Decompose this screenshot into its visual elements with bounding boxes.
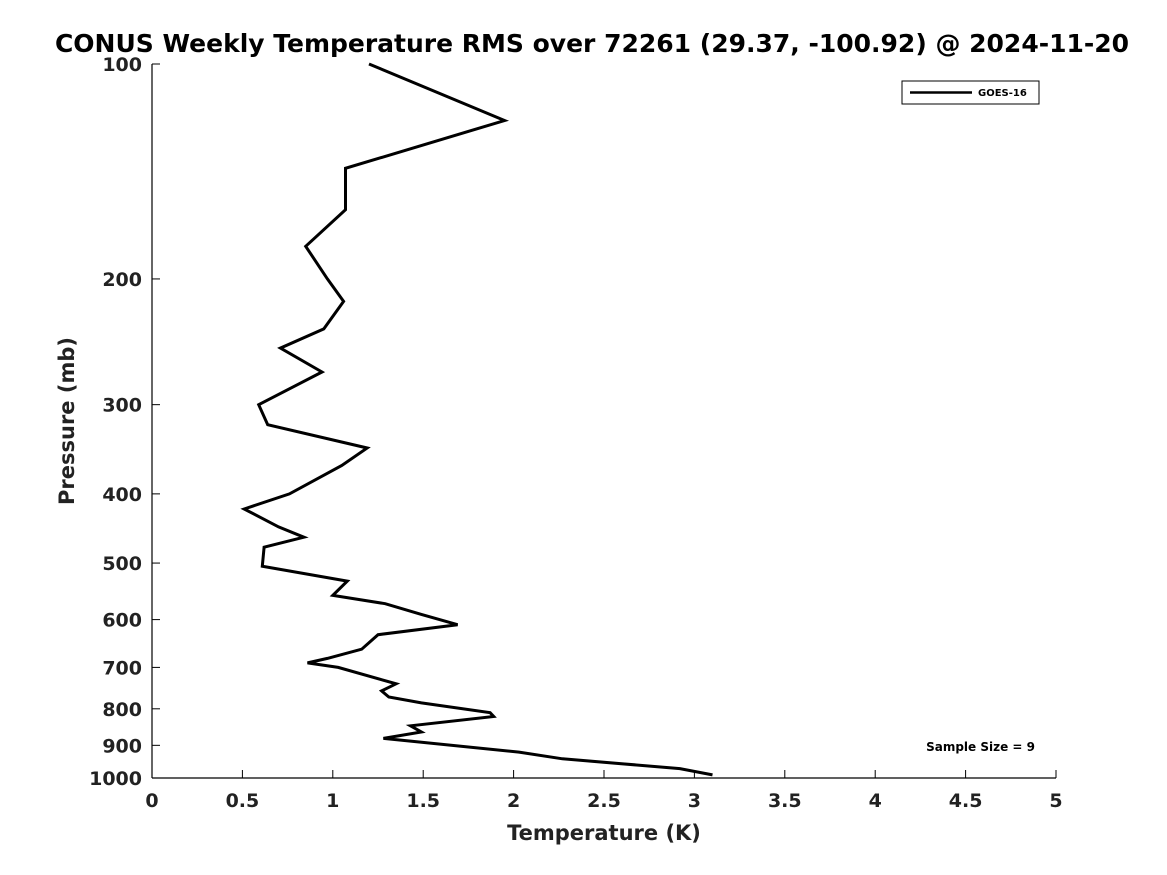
x-tick-label: 0 bbox=[145, 790, 158, 812]
x-tick-label: 1 bbox=[326, 790, 339, 812]
x-axis-ticks: 0 0.5 1 1.5 2 2.5 3 3.5 4 4.5 5 bbox=[145, 770, 1063, 812]
x-tick-label: 1.5 bbox=[406, 790, 440, 812]
y-tick-label: 700 bbox=[102, 657, 142, 679]
sample-size-annotation: Sample Size = 9 bbox=[926, 740, 1035, 754]
legend-label-goes-16: GOES-16 bbox=[978, 88, 1027, 99]
y-tick-label: 500 bbox=[102, 553, 142, 575]
x-tick-label: 3 bbox=[688, 790, 701, 812]
y-tick-label: 400 bbox=[102, 484, 142, 506]
x-tick-label: 4 bbox=[869, 790, 882, 812]
y-axis-ticks: 100 200 300 400 500 600 700 800 900 1000 bbox=[89, 54, 160, 790]
legend: GOES-16 bbox=[901, 80, 1040, 105]
x-tick-label: 3.5 bbox=[768, 790, 802, 812]
x-tick-label: 2.5 bbox=[587, 790, 621, 812]
y-tick-label: 900 bbox=[102, 735, 142, 757]
series-line-goes-16 bbox=[240, 62, 713, 777]
y-tick-label: 600 bbox=[102, 610, 142, 632]
x-tick-label: 5 bbox=[1049, 790, 1062, 812]
y-tick-label: 1000 bbox=[89, 768, 142, 790]
y-tick-label: 300 bbox=[102, 395, 142, 417]
x-tick-label: 4.5 bbox=[949, 790, 983, 812]
y-tick-label: 800 bbox=[102, 699, 142, 721]
y-tick-label: 100 bbox=[102, 54, 142, 76]
chart-title: CONUS Weekly Temperature RMS over 72261 … bbox=[55, 29, 1129, 58]
x-axis-label: Temperature (K) bbox=[507, 821, 701, 845]
y-axis-label: Pressure (mb) bbox=[55, 337, 79, 505]
series-layer bbox=[240, 62, 713, 777]
x-tick-label: 0.5 bbox=[226, 790, 260, 812]
x-tick-label: 2 bbox=[507, 790, 520, 812]
y-tick-label: 200 bbox=[102, 269, 142, 291]
